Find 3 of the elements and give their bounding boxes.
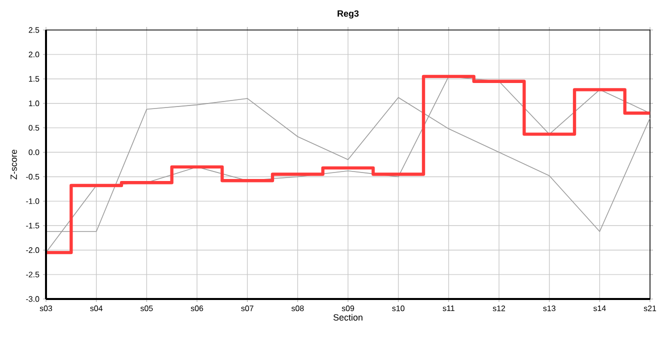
chart-title: Reg3 [338, 10, 359, 19]
y-axis-title: Z-score [10, 150, 17, 180]
x-axis-title: Section [333, 314, 362, 321]
